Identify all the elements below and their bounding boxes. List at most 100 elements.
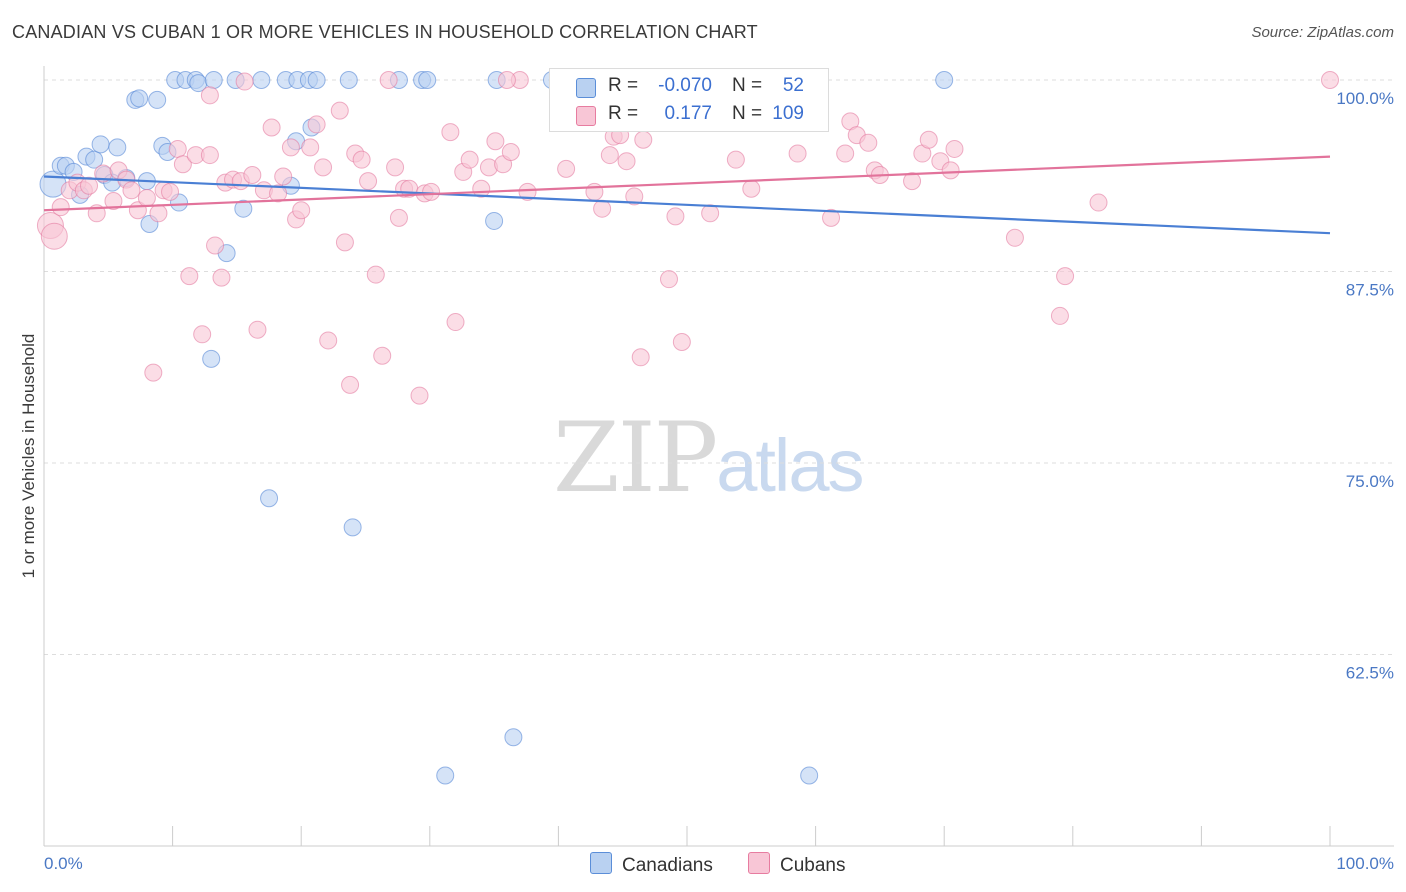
data-point bbox=[1050, 306, 1069, 325]
legend-label: Cubans bbox=[780, 855, 846, 876]
data-point bbox=[307, 71, 326, 89]
y-tick-label: 100.0% bbox=[1336, 89, 1394, 108]
data-point bbox=[859, 133, 878, 152]
data-point bbox=[137, 188, 156, 207]
x-tick-label: 0.0% bbox=[44, 854, 83, 873]
stats-legend: R = -0.070 N = 52 R = 0.177 N = 109 bbox=[549, 68, 829, 132]
y-tick-label: 87.5% bbox=[1346, 281, 1394, 300]
data-point bbox=[161, 182, 180, 201]
data-point bbox=[200, 86, 219, 105]
r-label: R = bbox=[608, 75, 639, 96]
data-point bbox=[40, 222, 68, 250]
data-point bbox=[504, 728, 523, 747]
data-point bbox=[518, 182, 537, 201]
data-point bbox=[262, 118, 281, 137]
y-tick-label: 75.0% bbox=[1346, 472, 1394, 491]
data-point bbox=[379, 71, 398, 89]
data-point bbox=[281, 138, 300, 157]
data-point bbox=[235, 72, 254, 91]
data-point bbox=[366, 265, 385, 284]
data-point bbox=[193, 325, 212, 344]
data-point bbox=[441, 123, 460, 142]
data-point bbox=[343, 518, 362, 537]
data-point bbox=[335, 233, 354, 252]
legend-swatch bbox=[748, 852, 770, 874]
data-point bbox=[85, 150, 104, 169]
data-point bbox=[352, 150, 371, 169]
data-point bbox=[422, 182, 441, 201]
data-point bbox=[788, 144, 807, 163]
data-point bbox=[301, 138, 320, 157]
n-value: 52 bbox=[782, 75, 804, 96]
legend-swatch bbox=[590, 852, 612, 874]
tick-labels: 62.5% 75.0% 87.5% 100.0% 0.0% 100.0% bbox=[44, 89, 1394, 873]
data-point bbox=[260, 489, 279, 508]
data-point bbox=[836, 144, 855, 163]
data-point bbox=[941, 161, 960, 180]
data-point bbox=[168, 139, 187, 158]
data-point bbox=[144, 363, 163, 382]
data-point bbox=[130, 89, 149, 108]
data-point bbox=[91, 135, 110, 154]
data-point bbox=[672, 332, 691, 351]
data-point bbox=[1089, 193, 1108, 212]
data-point bbox=[701, 204, 720, 223]
data-point bbox=[919, 130, 938, 149]
data-points bbox=[36, 71, 1339, 785]
data-point bbox=[501, 143, 520, 162]
watermark-zip: ZIP bbox=[553, 402, 718, 514]
data-point bbox=[292, 201, 311, 220]
data-point bbox=[410, 386, 429, 405]
data-point bbox=[274, 167, 293, 186]
watermark-atlas: atlas bbox=[716, 424, 864, 507]
legend-item-cubans[interactable]: Cubans bbox=[748, 852, 846, 877]
trend-line-cubans bbox=[43, 155, 1331, 212]
legend-label: Canadians bbox=[622, 855, 713, 876]
data-point bbox=[314, 158, 333, 177]
data-point bbox=[659, 270, 678, 289]
data-point bbox=[252, 71, 271, 89]
data-point bbox=[330, 101, 349, 120]
data-point bbox=[666, 207, 685, 226]
data-point bbox=[585, 182, 604, 201]
data-point bbox=[202, 349, 221, 368]
data-point bbox=[248, 320, 267, 339]
data-point bbox=[206, 236, 225, 255]
data-point bbox=[617, 152, 636, 171]
data-point bbox=[180, 267, 199, 286]
r-label: R = bbox=[608, 103, 639, 124]
data-point bbox=[319, 331, 338, 350]
r-value: -0.070 bbox=[658, 75, 712, 96]
stats-row-cubans: R = 0.177 N = 109 bbox=[550, 100, 828, 128]
data-point bbox=[104, 192, 123, 211]
data-point bbox=[122, 181, 141, 200]
data-point bbox=[386, 158, 405, 177]
legend-item-canadians[interactable]: Canadians bbox=[590, 852, 713, 877]
data-point bbox=[903, 172, 922, 191]
data-point bbox=[485, 211, 504, 230]
data-point bbox=[1005, 228, 1024, 247]
y-axis-label: 1 or more Vehicles in Household bbox=[19, 334, 38, 579]
data-point bbox=[108, 138, 127, 157]
n-label: N = bbox=[732, 75, 763, 96]
data-point bbox=[341, 375, 360, 394]
data-point bbox=[51, 198, 70, 217]
data-point bbox=[1056, 267, 1075, 286]
data-point bbox=[945, 139, 964, 158]
data-point bbox=[557, 159, 576, 178]
data-point bbox=[446, 313, 465, 332]
r-value: 0.177 bbox=[664, 103, 712, 124]
stats-row-canadians: R = -0.070 N = 52 bbox=[550, 72, 828, 100]
data-point bbox=[339, 71, 358, 89]
data-point bbox=[625, 187, 644, 206]
data-point bbox=[80, 176, 99, 195]
data-point bbox=[418, 71, 437, 89]
series-canadians bbox=[39, 71, 954, 785]
data-point bbox=[600, 146, 619, 165]
source-label: Source: ZipAtlas.com bbox=[1251, 24, 1394, 41]
data-point bbox=[486, 132, 505, 151]
data-point bbox=[726, 150, 745, 169]
data-point bbox=[742, 179, 761, 198]
n-label: N = bbox=[732, 103, 763, 124]
data-point bbox=[269, 184, 288, 203]
